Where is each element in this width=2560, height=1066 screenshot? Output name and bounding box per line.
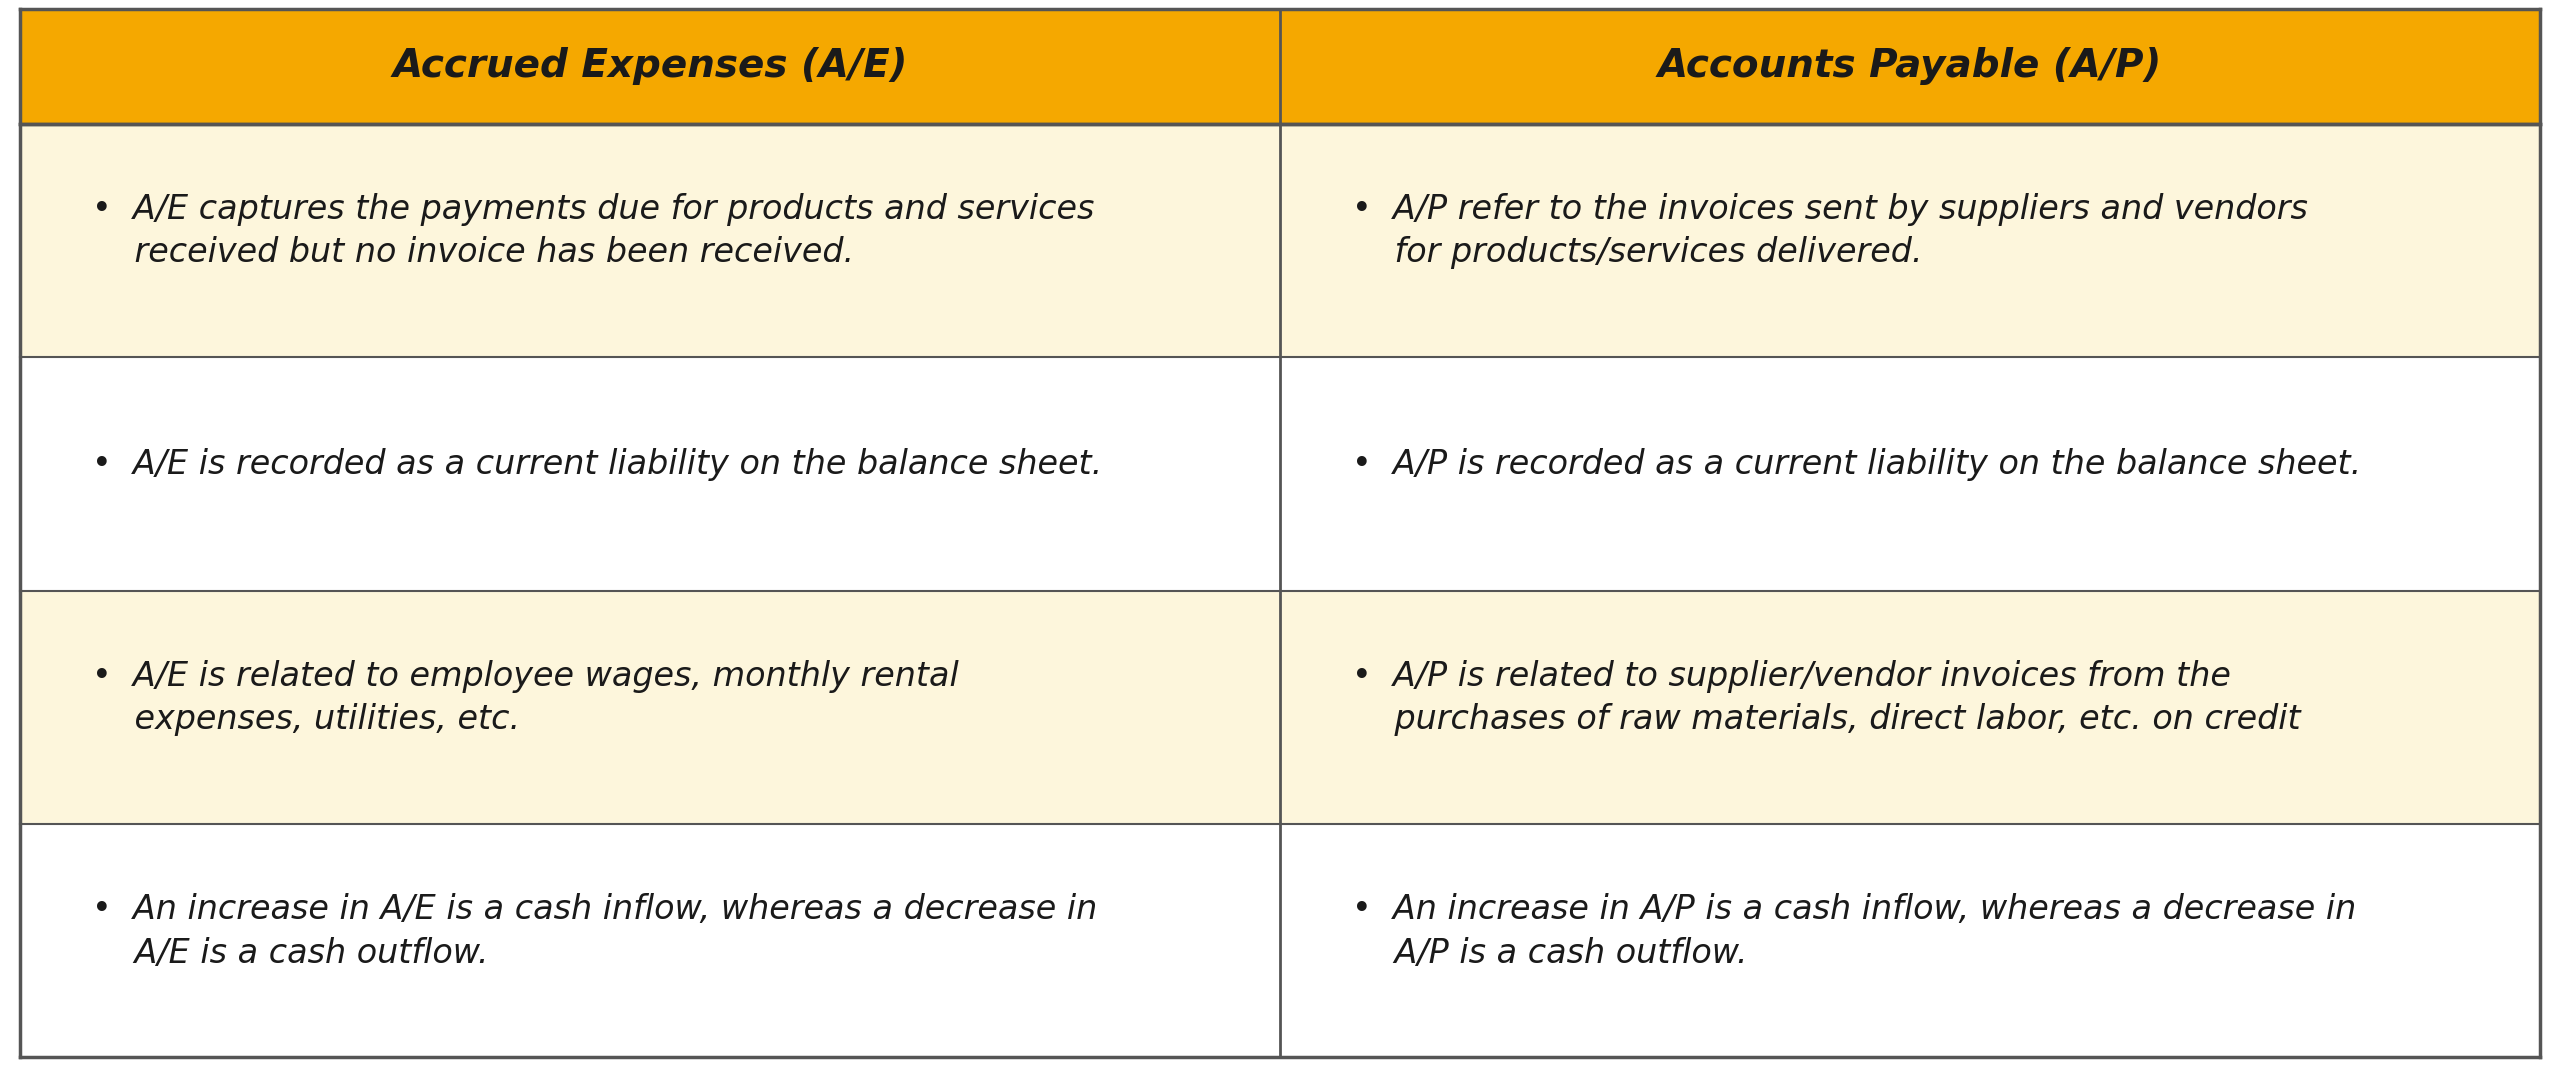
Text: Accrued Expenses (A/E): Accrued Expenses (A/E) (392, 47, 909, 85)
Bar (20, 357, 1280, 591)
Text: •  A/P is recorded as a current liability on the balance sheet.: • A/P is recorded as a current liability… (1352, 448, 2360, 481)
Text: •  A/P refer to the invoices sent by suppliers and vendors
    for products/serv: • A/P refer to the invoices sent by supp… (1352, 193, 2307, 270)
Bar (20, 9, 1280, 124)
Text: •  A/E is recorded as a current liability on the balance sheet.: • A/E is recorded as a current liability… (92, 448, 1103, 481)
Text: •  An increase in A/E is a cash inflow, whereas a decrease in
    A/E is a cash : • An increase in A/E is a cash inflow, w… (92, 893, 1098, 970)
Text: •  A/P is related to supplier/vendor invoices from the
    purchases of raw mate: • A/P is related to supplier/vendor invo… (1352, 660, 2301, 737)
Bar (1280, 824, 2540, 1057)
Bar (20, 591, 1280, 824)
Bar (20, 824, 1280, 1057)
Bar (20, 124, 1280, 357)
Bar (1280, 9, 2540, 124)
Text: •  A/E is related to employee wages, monthly rental
    expenses, utilities, etc: • A/E is related to employee wages, mont… (92, 660, 960, 737)
Bar (1280, 357, 2540, 591)
Text: •  A/E captures the payments due for products and services
    received but no i: • A/E captures the payments due for prod… (92, 193, 1096, 270)
Text: Accounts Payable (A/P): Accounts Payable (A/P) (1659, 47, 2161, 85)
Bar (1280, 591, 2540, 824)
Text: •  An increase in A/P is a cash inflow, whereas a decrease in
    A/P is a cash : • An increase in A/P is a cash inflow, w… (1352, 893, 2355, 970)
Bar (1280, 124, 2540, 357)
